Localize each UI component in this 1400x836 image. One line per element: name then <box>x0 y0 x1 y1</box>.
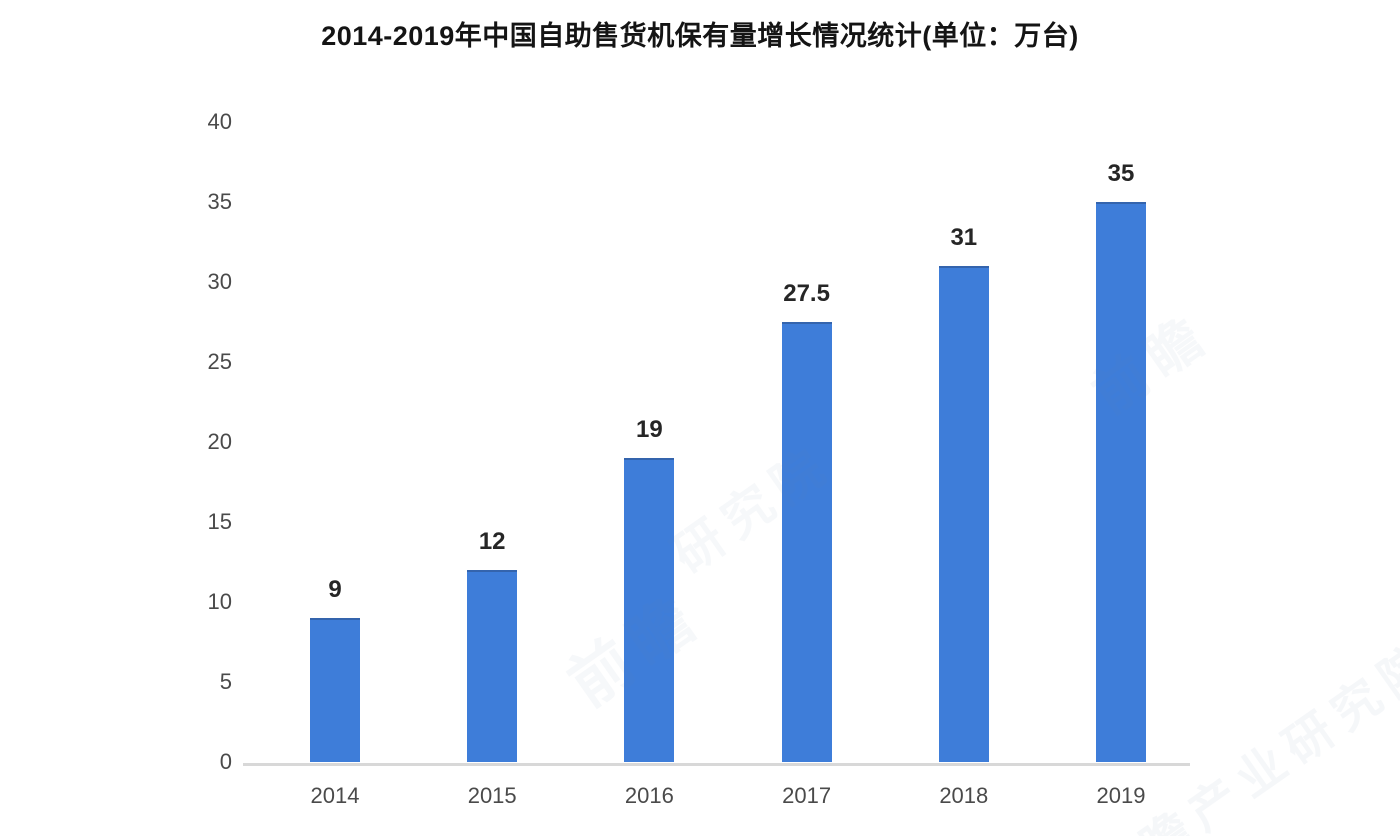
bar-value-label-2016: 19 <box>636 416 663 443</box>
y-tick-label-15: 15 <box>207 509 232 534</box>
bar-2016 <box>624 458 675 762</box>
x-tick-label-2018: 2018 <box>939 783 989 808</box>
y-tick-label-25: 25 <box>207 349 232 374</box>
x-tick-label-2016: 2016 <box>624 783 674 808</box>
bar-value-label-2019: 35 <box>1107 160 1135 187</box>
bar-2014 <box>310 618 360 762</box>
bar-value-label-2017: 27.5 <box>783 280 830 307</box>
y-tick-label-30: 30 <box>207 269 232 294</box>
bar-2018 <box>938 266 989 762</box>
bar-value-label-2015: 12 <box>478 528 506 555</box>
y-tick-label-20: 20 <box>207 429 232 454</box>
bar-value-label-2014: 9 <box>328 576 342 603</box>
bar-2017 <box>781 322 832 762</box>
y-tick-label-0: 0 <box>219 749 232 774</box>
x-tick-label-2019: 2019 <box>1096 783 1146 808</box>
bar-2019 <box>1096 202 1146 762</box>
chart-title: 2014-2019年中国自助售货机保有量增长情况统计(单位：万台) <box>321 21 1079 51</box>
y-tick-label-5: 5 <box>219 669 232 694</box>
x-tick-label-2014: 2014 <box>310 783 360 808</box>
x-tick-label-2017: 2017 <box>782 783 832 808</box>
x-axis-line <box>243 763 1190 766</box>
x-tick-label-2015: 2015 <box>467 783 517 808</box>
bar-value-label-2018: 31 <box>950 224 978 251</box>
y-tick-label-35: 35 <box>207 189 232 214</box>
y-tick-label-40: 40 <box>207 109 232 134</box>
y-tick-label-10: 10 <box>207 589 232 614</box>
bar-2015 <box>467 570 518 762</box>
